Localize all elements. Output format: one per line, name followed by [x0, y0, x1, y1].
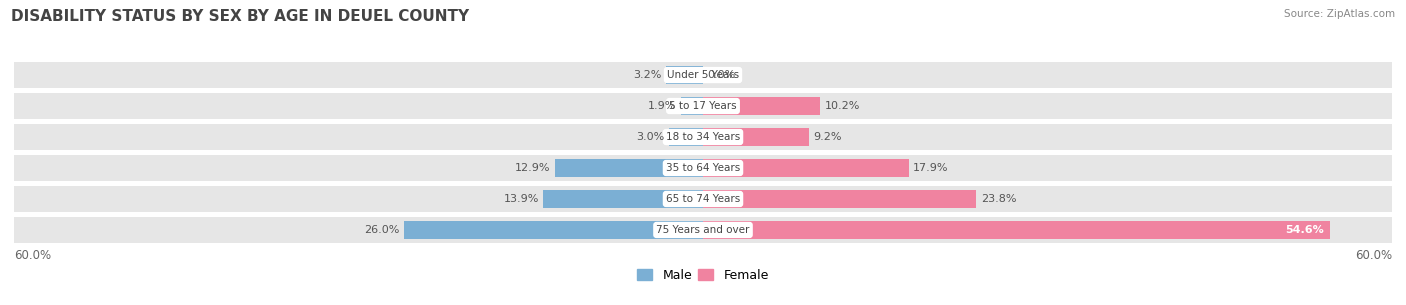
Text: 60.0%: 60.0%	[14, 249, 51, 262]
Bar	[405, 221, 703, 239]
Text: 60.0%: 60.0%	[1355, 249, 1392, 262]
Bar	[703, 128, 808, 146]
Bar	[14, 155, 1392, 181]
Text: DISABILITY STATUS BY SEX BY AGE IN DEUEL COUNTY: DISABILITY STATUS BY SEX BY AGE IN DEUEL…	[11, 9, 470, 24]
Text: 35 to 64 Years: 35 to 64 Years	[666, 163, 740, 173]
Bar	[703, 221, 1330, 239]
Text: 26.0%: 26.0%	[364, 225, 399, 235]
Text: 17.9%: 17.9%	[912, 163, 949, 173]
Bar	[669, 128, 703, 146]
Text: Source: ZipAtlas.com: Source: ZipAtlas.com	[1284, 9, 1395, 19]
Text: 0.0%: 0.0%	[707, 70, 735, 80]
Text: 9.2%: 9.2%	[813, 132, 842, 142]
Bar	[14, 186, 1392, 212]
Bar	[543, 190, 703, 208]
Bar	[703, 190, 976, 208]
Text: 23.8%: 23.8%	[981, 194, 1017, 204]
Bar	[14, 217, 1392, 243]
Text: 3.0%: 3.0%	[636, 132, 664, 142]
Text: 65 to 74 Years: 65 to 74 Years	[666, 194, 740, 204]
Bar	[14, 62, 1392, 88]
Text: 1.9%: 1.9%	[648, 101, 676, 111]
Legend: Male, Female: Male, Female	[633, 264, 773, 287]
Bar	[14, 124, 1392, 150]
Bar	[703, 159, 908, 177]
Text: 13.9%: 13.9%	[503, 194, 538, 204]
Bar	[703, 97, 820, 115]
Bar	[555, 159, 703, 177]
Text: 3.2%: 3.2%	[633, 70, 662, 80]
Text: 75 Years and over: 75 Years and over	[657, 225, 749, 235]
Bar	[666, 66, 703, 84]
Text: 5 to 17 Years: 5 to 17 Years	[669, 101, 737, 111]
Text: Under 5 Years: Under 5 Years	[666, 70, 740, 80]
Text: 12.9%: 12.9%	[515, 163, 550, 173]
Bar	[14, 93, 1392, 119]
Bar	[681, 97, 703, 115]
Text: 10.2%: 10.2%	[825, 101, 860, 111]
Text: 54.6%: 54.6%	[1285, 225, 1324, 235]
Text: 18 to 34 Years: 18 to 34 Years	[666, 132, 740, 142]
